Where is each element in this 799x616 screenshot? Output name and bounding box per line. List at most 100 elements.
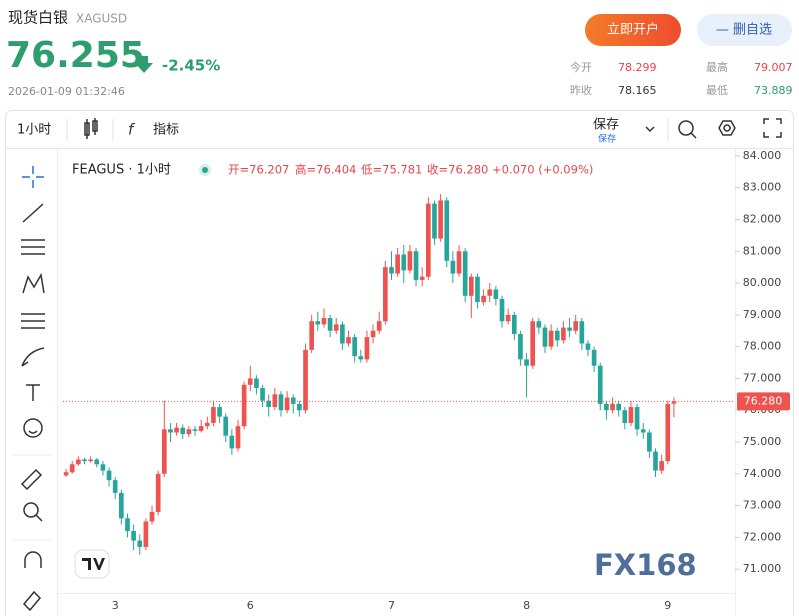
candle-body xyxy=(518,333,523,360)
y-tick-label: 71.000 xyxy=(743,562,782,575)
button-bg xyxy=(585,14,681,46)
candle-body xyxy=(444,200,450,261)
candle-body xyxy=(235,426,241,449)
candle-body xyxy=(493,289,499,299)
candle-body xyxy=(561,327,566,341)
candle-body xyxy=(155,473,161,512)
candle-body xyxy=(247,378,253,385)
save-chevron[interactable] xyxy=(645,126,655,133)
candle-body xyxy=(530,321,536,366)
time: 2026-01-09 01:32:46 xyxy=(8,85,125,98)
candle-body xyxy=(395,254,400,274)
legend-open: 开=76.207 xyxy=(228,163,289,177)
stat-label: 昨收 xyxy=(570,83,592,97)
y-tick-label: 83.000 xyxy=(743,181,782,194)
change: -2.45% xyxy=(162,57,220,75)
candle-body xyxy=(610,403,615,411)
candle-body xyxy=(303,349,308,411)
candle-body xyxy=(352,337,357,357)
candle-body xyxy=(229,435,235,449)
candle-body xyxy=(432,203,437,239)
price: 76.255 xyxy=(6,35,145,76)
candle-body xyxy=(653,451,658,471)
candle-body xyxy=(481,295,486,303)
candle-body xyxy=(223,416,229,436)
legend-low: 低=75.781 xyxy=(361,163,422,177)
candle-body xyxy=(438,200,443,239)
y-tick-label: 80.000 xyxy=(743,276,782,289)
candle-body xyxy=(665,403,671,462)
price-label-bg xyxy=(737,392,790,411)
candle-body xyxy=(118,492,124,519)
settings-icon[interactable] xyxy=(718,120,736,136)
candle-body xyxy=(450,260,456,274)
y-tick-label: 77.000 xyxy=(743,371,782,384)
candle-body xyxy=(297,403,302,411)
candle-body xyxy=(254,378,259,388)
candle-body xyxy=(462,251,468,296)
y-tick-label: 78.000 xyxy=(743,340,782,353)
candle-body xyxy=(622,410,628,423)
candle-body xyxy=(125,518,130,532)
x-tick-label: 8 xyxy=(523,599,530,612)
legend-high: 高=76.404 xyxy=(295,163,356,177)
candle-body xyxy=(241,384,247,427)
candle-body xyxy=(174,427,179,433)
candle-body xyxy=(591,349,597,366)
x-tick-label: 3 xyxy=(112,599,119,612)
candle-body xyxy=(100,464,106,471)
candle-body xyxy=(112,480,118,493)
candle-body xyxy=(309,321,315,350)
candle-body xyxy=(346,337,351,344)
candle-body xyxy=(419,276,425,280)
interval[interactable]: 1小时 xyxy=(17,123,51,138)
candle-body xyxy=(524,359,529,366)
candle-body xyxy=(272,394,278,408)
candle-body xyxy=(659,461,664,471)
y-tick-label: 72.000 xyxy=(743,530,782,543)
candle-body xyxy=(505,314,511,322)
candle-body xyxy=(358,356,364,360)
button-label: 立即开户 xyxy=(607,22,659,38)
candle-body xyxy=(94,459,100,465)
fx-icon[interactable]: f xyxy=(128,121,136,139)
candle-body xyxy=(640,429,646,433)
y-tick-label: 84.000 xyxy=(743,149,782,162)
candle-type-icon[interactable] xyxy=(84,118,98,139)
candle-body xyxy=(542,327,548,347)
candle-body xyxy=(186,429,192,435)
candle-body xyxy=(475,276,480,303)
candle-body xyxy=(168,429,173,433)
down-arrow xyxy=(135,56,153,73)
stat-label: 最低 xyxy=(706,84,728,97)
stat-value: 73.889 xyxy=(754,84,793,97)
candle-body xyxy=(161,429,167,474)
candle-body xyxy=(616,403,622,411)
x-tick-label: 9 xyxy=(664,599,671,612)
candle-body xyxy=(204,422,210,427)
candle-body xyxy=(217,407,222,417)
save[interactable]: 保存 xyxy=(593,118,619,133)
candle-body xyxy=(284,397,290,411)
candle-body xyxy=(536,321,542,328)
drawing-tools[interactable] xyxy=(20,166,45,612)
candle-body xyxy=(192,429,198,431)
stat-value: 78.165 xyxy=(618,84,657,97)
candle-body xyxy=(106,470,112,481)
legend-change: +0.070 (+0.09%) xyxy=(492,163,593,177)
button-label: — 删自选 xyxy=(716,23,772,38)
candle-body xyxy=(671,401,677,404)
fullscreen-icon[interactable] xyxy=(763,118,782,138)
chart-card xyxy=(5,110,794,616)
candle-body xyxy=(370,330,376,338)
candle-body xyxy=(211,407,216,423)
y-tick-label: 74.000 xyxy=(743,467,782,480)
indicators[interactable]: 指标 xyxy=(153,123,179,138)
candle-body xyxy=(198,426,204,431)
open-account-button[interactable]: 立即开户 xyxy=(585,14,681,46)
remove-watch-button[interactable]: — 删自选 xyxy=(697,14,792,46)
alert-icon[interactable] xyxy=(678,120,697,139)
y-tick-label: 73.000 xyxy=(743,499,782,512)
candle-body xyxy=(634,407,640,430)
